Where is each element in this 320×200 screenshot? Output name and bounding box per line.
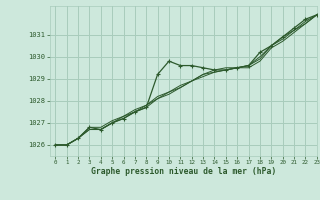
X-axis label: Graphe pression niveau de la mer (hPa): Graphe pression niveau de la mer (hPa) (91, 167, 276, 176)
